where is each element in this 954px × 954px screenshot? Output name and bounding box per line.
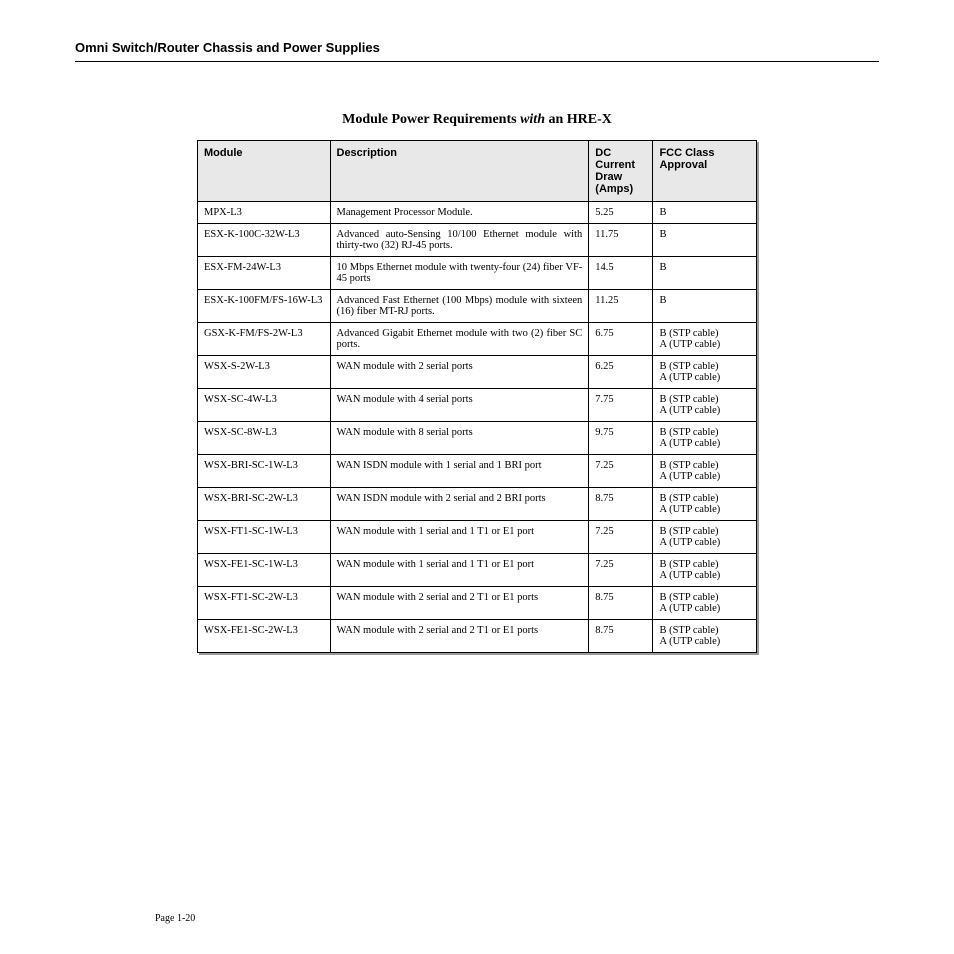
- cell-module: WSX-FT1-SC-2W-L3: [198, 587, 331, 620]
- cell-dc: 7.25: [589, 521, 653, 554]
- table-row: WSX-FE1-SC-1W-L3WAN module with 1 serial…: [198, 554, 757, 587]
- cell-fcc: B: [653, 257, 757, 290]
- table-row: WSX-BRI-SC-1W-L3WAN ISDN module with 1 s…: [198, 455, 757, 488]
- cell-description: WAN module with 8 serial ports: [330, 422, 589, 455]
- col-header-fcc: FCC Class Approval: [653, 141, 757, 202]
- cell-module: WSX-FT1-SC-1W-L3: [198, 521, 331, 554]
- cell-description: WAN module with 1 serial and 1 T1 or E1 …: [330, 521, 589, 554]
- cell-dc: 8.75: [589, 587, 653, 620]
- cell-dc: 14.5: [589, 257, 653, 290]
- cell-description: Advanced auto-Sensing 10/100 Ethernet mo…: [330, 224, 589, 257]
- cell-dc: 8.75: [589, 620, 653, 653]
- cell-description: WAN module with 2 serial ports: [330, 356, 589, 389]
- cell-fcc: B (STP cable) A (UTP cable): [653, 455, 757, 488]
- cell-dc: 8.75: [589, 488, 653, 521]
- cell-module: ESX-FM-24W-L3: [198, 257, 331, 290]
- table-row: ESX-K-100FM/FS-16W-L3Advanced Fast Ether…: [198, 290, 757, 323]
- header-title: Omni Switch/Router Chassis and Power Sup…: [75, 40, 879, 55]
- cell-module: WSX-FE1-SC-2W-L3: [198, 620, 331, 653]
- cell-dc: 7.75: [589, 389, 653, 422]
- table-title-suffix: an HRE-X: [545, 112, 612, 127]
- cell-dc: 11.75: [589, 224, 653, 257]
- cell-fcc: B (STP cable) A (UTP cable): [653, 554, 757, 587]
- cell-module: WSX-BRI-SC-2W-L3: [198, 488, 331, 521]
- cell-fcc: B (STP cable) A (UTP cable): [653, 620, 757, 653]
- table-row: MPX-L3Management Processor Module.5.25B: [198, 202, 757, 224]
- table-row: WSX-FT1-SC-1W-L3WAN module with 1 serial…: [198, 521, 757, 554]
- table-title-italic: with: [520, 112, 545, 127]
- col-header-description: Description: [330, 141, 589, 202]
- cell-module: WSX-S-2W-L3: [198, 356, 331, 389]
- cell-dc: 6.75: [589, 323, 653, 356]
- cell-dc: 7.25: [589, 554, 653, 587]
- cell-dc: 5.25: [589, 202, 653, 224]
- cell-fcc: B: [653, 290, 757, 323]
- table-title: Module Power Requirements with an HRE-X: [75, 112, 879, 128]
- cell-module: ESX-K-100FM/FS-16W-L3: [198, 290, 331, 323]
- cell-description: WAN module with 1 serial and 1 T1 or E1 …: [330, 554, 589, 587]
- cell-module: GSX-K-FM/FS-2W-L3: [198, 323, 331, 356]
- cell-description: WAN ISDN module with 1 serial and 1 BRI …: [330, 455, 589, 488]
- cell-description: WAN module with 2 serial and 2 T1 or E1 …: [330, 620, 589, 653]
- table-row: WSX-SC-4W-L3WAN module with 4 serial por…: [198, 389, 757, 422]
- cell-fcc: B (STP cable) A (UTP cable): [653, 587, 757, 620]
- cell-module: WSX-BRI-SC-1W-L3: [198, 455, 331, 488]
- cell-fcc: B: [653, 224, 757, 257]
- cell-module: WSX-SC-4W-L3: [198, 389, 331, 422]
- table-header-row: Module Description DC Current Draw (Amps…: [198, 141, 757, 202]
- cell-fcc: B (STP cable) A (UTP cable): [653, 422, 757, 455]
- cell-fcc: B (STP cable) A (UTP cable): [653, 389, 757, 422]
- col-header-module: Module: [198, 141, 331, 202]
- page-header: Omni Switch/Router Chassis and Power Sup…: [75, 40, 879, 62]
- table-row: GSX-K-FM/FS-2W-L3Advanced Gigabit Ethern…: [198, 323, 757, 356]
- power-requirements-table: Module Description DC Current Draw (Amps…: [197, 140, 757, 653]
- cell-dc: 7.25: [589, 455, 653, 488]
- col-header-dc: DC Current Draw (Amps): [589, 141, 653, 202]
- cell-module: WSX-SC-8W-L3: [198, 422, 331, 455]
- table-row: WSX-BRI-SC-2W-L3WAN ISDN module with 2 s…: [198, 488, 757, 521]
- table-row: ESX-K-100C-32W-L3Advanced auto-Sensing 1…: [198, 224, 757, 257]
- page-footer: Page 1-20: [155, 913, 195, 924]
- cell-description: 10 Mbps Ethernet module with twenty-four…: [330, 257, 589, 290]
- cell-module: MPX-L3: [198, 202, 331, 224]
- cell-description: WAN ISDN module with 2 serial and 2 BRI …: [330, 488, 589, 521]
- cell-dc: 9.75: [589, 422, 653, 455]
- table-row: WSX-FE1-SC-2W-L3WAN module with 2 serial…: [198, 620, 757, 653]
- cell-dc: 6.25: [589, 356, 653, 389]
- table-wrapper: Module Description DC Current Draw (Amps…: [197, 140, 757, 653]
- table-row: WSX-S-2W-L3WAN module with 2 serial port…: [198, 356, 757, 389]
- cell-fcc: B (STP cable) A (UTP cable): [653, 323, 757, 356]
- table-row: WSX-FT1-SC-2W-L3WAN module with 2 serial…: [198, 587, 757, 620]
- cell-description: WAN module with 4 serial ports: [330, 389, 589, 422]
- cell-description: WAN module with 2 serial and 2 T1 or E1 …: [330, 587, 589, 620]
- cell-module: WSX-FE1-SC-1W-L3: [198, 554, 331, 587]
- cell-fcc: B (STP cable) A (UTP cable): [653, 488, 757, 521]
- cell-dc: 11.25: [589, 290, 653, 323]
- cell-description: Management Processor Module.: [330, 202, 589, 224]
- table-title-prefix: Module Power Requirements: [342, 112, 520, 127]
- cell-description: Advanced Fast Ethernet (100 Mbps) module…: [330, 290, 589, 323]
- cell-module: ESX-K-100C-32W-L3: [198, 224, 331, 257]
- table-body: MPX-L3Management Processor Module.5.25BE…: [198, 202, 757, 653]
- cell-fcc: B: [653, 202, 757, 224]
- table-row: WSX-SC-8W-L3WAN module with 8 serial por…: [198, 422, 757, 455]
- cell-fcc: B (STP cable) A (UTP cable): [653, 521, 757, 554]
- cell-fcc: B (STP cable) A (UTP cable): [653, 356, 757, 389]
- table-row: ESX-FM-24W-L310 Mbps Ethernet module wit…: [198, 257, 757, 290]
- cell-description: Advanced Gigabit Ethernet module with tw…: [330, 323, 589, 356]
